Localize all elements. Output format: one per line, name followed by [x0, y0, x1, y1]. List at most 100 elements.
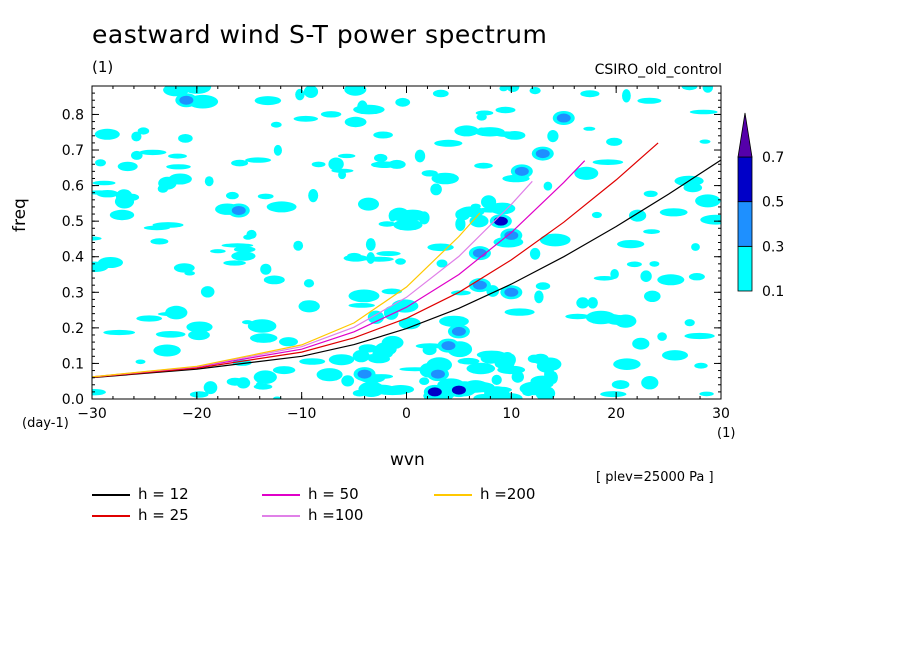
contour-blob [391, 299, 419, 313]
contour-blob [92, 389, 106, 396]
contour-patch [472, 280, 487, 290]
y-tick-label: 0.7 [62, 143, 84, 159]
x-tick-label: −30 [77, 406, 107, 422]
x-axis-label: wvn [390, 450, 425, 470]
contour-blob [293, 115, 318, 122]
contour-blob [622, 89, 631, 103]
contour-blob [529, 247, 541, 260]
chart-subtitle-units: (1) [92, 58, 114, 76]
contour-blob [644, 290, 661, 302]
contour-blob [469, 214, 489, 228]
contour-blob [613, 358, 641, 371]
curve-h-200 [92, 212, 481, 378]
contour-blob [497, 365, 526, 375]
contour-blob [316, 368, 343, 382]
contour-blob [94, 128, 120, 140]
contour-blob [495, 106, 516, 114]
contour-blob [371, 161, 398, 168]
contour-patch [535, 149, 550, 159]
contour-blob [137, 127, 150, 135]
contour-blob [374, 342, 397, 356]
contour-blob [504, 308, 535, 316]
contour-blob [270, 121, 282, 128]
contour-blob [263, 275, 285, 285]
colorbar-segment [737, 201, 753, 247]
x-tick-label: −10 [287, 406, 317, 422]
contour-blob [657, 274, 685, 286]
contour-blob [328, 157, 344, 171]
contour-blob [684, 332, 715, 340]
contour-blob [535, 282, 551, 290]
contour-blob [328, 354, 355, 366]
contour-blob [226, 191, 239, 200]
contour-patch [357, 369, 372, 379]
y-tick-label: 0.2 [62, 321, 84, 337]
contour-blob [188, 330, 210, 341]
contour-blob [539, 357, 562, 371]
contour-patch [430, 369, 445, 379]
contour-blob [505, 353, 516, 366]
contour-blob [527, 354, 541, 363]
contour-blob [585, 310, 616, 325]
x-axis-unit: (1) [717, 426, 736, 441]
contour-blob [587, 297, 598, 309]
contour-blob [200, 286, 215, 298]
contour-blob [606, 137, 623, 146]
contour-blob [477, 127, 487, 134]
colorbar-segment [737, 245, 753, 292]
contour-blob [344, 86, 367, 96]
contour-blob [470, 203, 481, 209]
curve-h-25 [92, 142, 659, 378]
contour-blob [481, 195, 497, 209]
contour-blob [657, 332, 667, 341]
contour-patch [441, 341, 456, 351]
contour-blob [476, 207, 505, 213]
contour-blob [421, 170, 438, 177]
contour-blob [699, 391, 714, 397]
y-tick-label: 0.8 [62, 107, 84, 123]
contour-blob [480, 352, 500, 364]
contour-blob [454, 125, 479, 137]
contour-blob [419, 377, 430, 386]
colorbar-segment [737, 156, 753, 203]
legend-label: h =100 [308, 506, 364, 524]
contour-blob [166, 164, 191, 170]
contour-blob [203, 381, 218, 395]
y-tick-label: 0.0 [62, 392, 84, 408]
contour-blob [92, 236, 102, 241]
contour-blob [358, 197, 379, 211]
contour-blob [434, 139, 463, 147]
contour-blob [436, 259, 448, 268]
contour-patch [179, 95, 194, 105]
contour-blob [539, 233, 571, 247]
contour-blob [591, 211, 602, 219]
contour-blob [431, 172, 459, 185]
curve-h-12 [92, 159, 721, 379]
contour-blob [374, 153, 388, 163]
contour-field [92, 86, 721, 399]
model-name: CSIRO_old_control [594, 62, 722, 78]
contour-blob [610, 269, 619, 279]
contour-blob [298, 300, 320, 313]
colorbar-label: 0.5 [762, 195, 784, 211]
contour-blob [131, 150, 143, 160]
contour-blob [662, 350, 688, 361]
contour-blob [457, 357, 480, 365]
contour-blob [253, 370, 277, 385]
x-tick-label: 30 [712, 406, 730, 422]
contour-blob [331, 168, 354, 173]
contour-blob [186, 321, 213, 333]
contour-blob [611, 380, 630, 390]
contour-blob [115, 189, 133, 204]
contour-blob [643, 190, 658, 197]
contour-blob [223, 260, 246, 266]
contour-blob [455, 217, 466, 232]
contour-blob [204, 176, 214, 187]
contour-blob [691, 243, 700, 251]
contour-blob [357, 100, 368, 114]
contour-blob [150, 238, 169, 245]
contour-blob [189, 391, 209, 398]
contour-blob [487, 386, 512, 393]
contour-blob [168, 173, 192, 185]
